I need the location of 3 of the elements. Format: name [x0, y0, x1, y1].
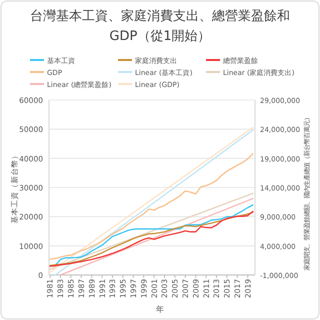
line-series — [49, 153, 254, 260]
chart-title: 台灣基本工資、家庭消費支出、總營業盈餘和GDP（從1開始） — [30, 8, 290, 44]
x-axis-title: 年 — [156, 305, 164, 314]
